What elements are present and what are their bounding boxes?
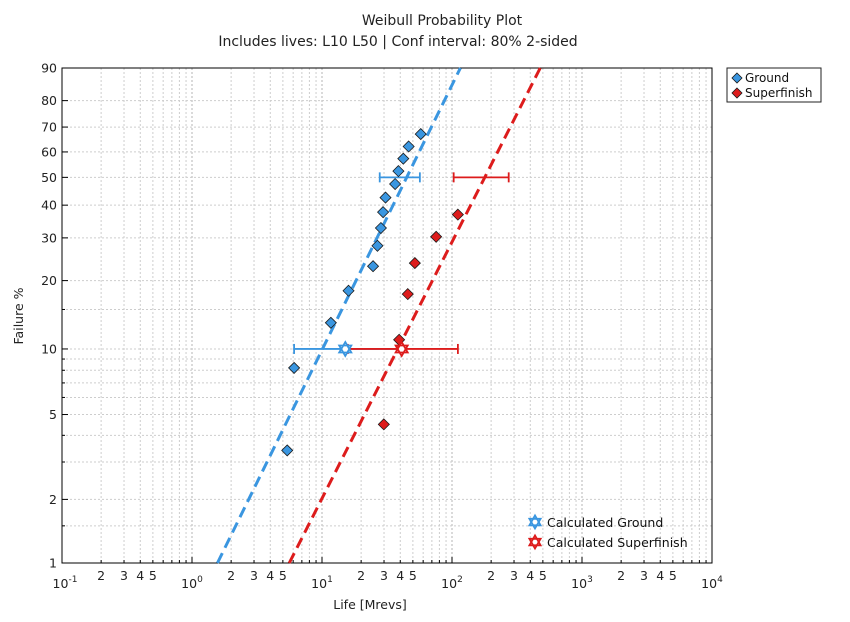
data-point-ground [414,128,427,141]
x-minor-tick-label: 3 [510,568,518,583]
y-tick-label: 20 [41,273,57,288]
legend-star-calculated-superfinish [527,533,543,551]
legend-diamond-ground [731,72,743,84]
y-tick-label: 90 [41,61,57,76]
x-minor-tick-label: 4 [266,568,274,583]
data-point-superfinish [430,230,443,243]
data-point-ground [281,444,294,457]
x-decade-label: 104 [701,575,723,591]
data-point-ground [389,177,402,191]
chart-title: Weibull Probability Plot [362,13,523,29]
x-decade-label: 102 [441,575,463,591]
y-tick-label: 40 [41,198,57,213]
y-tick-label: 80 [41,93,57,108]
y-tick-label: 60 [41,144,57,159]
data-point-ground [324,316,337,329]
x-minor-tick-label: 2 [357,568,365,583]
legend: Ground Superfinish [726,67,822,103]
x-decade-label: 100 [181,575,203,591]
data-point-superfinish [401,288,414,301]
data-points [281,128,464,457]
calculated-legend: Calculated Ground Calculated Superfinish [527,513,688,551]
calculated-lives [337,340,410,358]
x-minor-tick-label: 5 [669,568,677,583]
legend-label-ground: Ground [745,71,789,85]
y-tick-label: 5 [49,407,57,422]
x-minor-tick-label: 3 [120,568,128,583]
grid-lines [62,68,712,563]
legend-star-ground-down [527,517,543,531]
data-point-ground [392,165,405,178]
data-point-superfinish [377,418,390,431]
legend-label-calculated-ground: Calculated Ground [547,515,663,530]
y-tick-label: 10 [41,341,57,356]
legend-star-calculated-ground [527,513,543,531]
x-minor-tick-label: 4 [396,568,404,583]
y-tick-label: 1 [49,556,57,571]
confidence-intervals [293,172,510,354]
data-point-ground [377,206,390,219]
x-minor-tick-label: 5 [539,568,547,583]
x-minor-tick-label: 2 [487,568,495,583]
legend-marker-ground [731,72,743,84]
data-point-ground [366,260,380,273]
data-point-ground [379,191,392,204]
x-minor-tick-label: 2 [97,568,105,583]
calculated-l10-ground [337,340,353,358]
data-point-ground [371,239,384,252]
x-minor-tick-label: 4 [656,568,664,583]
legend-star-superfinish-down [527,537,543,551]
data-point-superfinish [451,208,464,221]
fit-lines [216,67,542,564]
data-point-ground [402,140,415,153]
x-minor-tick-label: 4 [526,568,534,583]
data-point-ground [288,361,301,374]
calculated-l10-superfinish-down [394,344,410,358]
x-minor-tick-label: 5 [149,568,157,583]
y-tick-label: 50 [41,170,57,185]
chart-subtitle: Includes lives: L10 L50 | Conf interval:… [218,34,577,50]
x-minor-tick-label: 4 [136,568,144,583]
data-point-ground [342,284,355,297]
y-tick-label: 30 [41,230,57,245]
plot-area-border [61,67,713,564]
data-point-superfinish [408,257,421,270]
calculated-l10-ground-down [337,344,353,358]
y-tick-label: 2 [49,492,57,507]
x-minor-tick-label: 3 [380,568,388,583]
fit-line-superfinish [287,67,542,564]
x-minor-tick-label: 3 [640,568,648,583]
legend-diamond-superfinish [731,87,743,99]
x-minor-tick-label: 2 [227,568,235,583]
legend-star-ground [527,513,543,531]
y-axis-label: Failure % [11,287,26,344]
legend-box [726,67,822,103]
calculated-l10-superfinish [394,340,410,358]
data-point-ground [397,152,410,165]
x-decade-label: 101 [311,575,333,591]
x-minor-tick-label: 5 [409,568,417,583]
x-minor-tick-label: 2 [617,568,625,583]
y-tick-label: 70 [41,120,57,135]
x-minor-tick-label: 3 [250,568,258,583]
x-decade-label: 10-1 [53,575,78,591]
legend-star-superfinish [527,533,543,551]
x-minor-tick-label: 5 [279,568,287,583]
x-decade-label: 103 [571,575,593,591]
fit-line-ground [216,67,462,564]
legend-label-superfinish: Superfinish [745,86,813,100]
legend-label-calculated-superfinish: Calculated Superfinish [547,535,688,550]
data-point-ground [374,221,387,235]
x-axis-label: Life [Mrevs] [333,597,407,612]
legend-marker-superfinish [731,87,743,99]
